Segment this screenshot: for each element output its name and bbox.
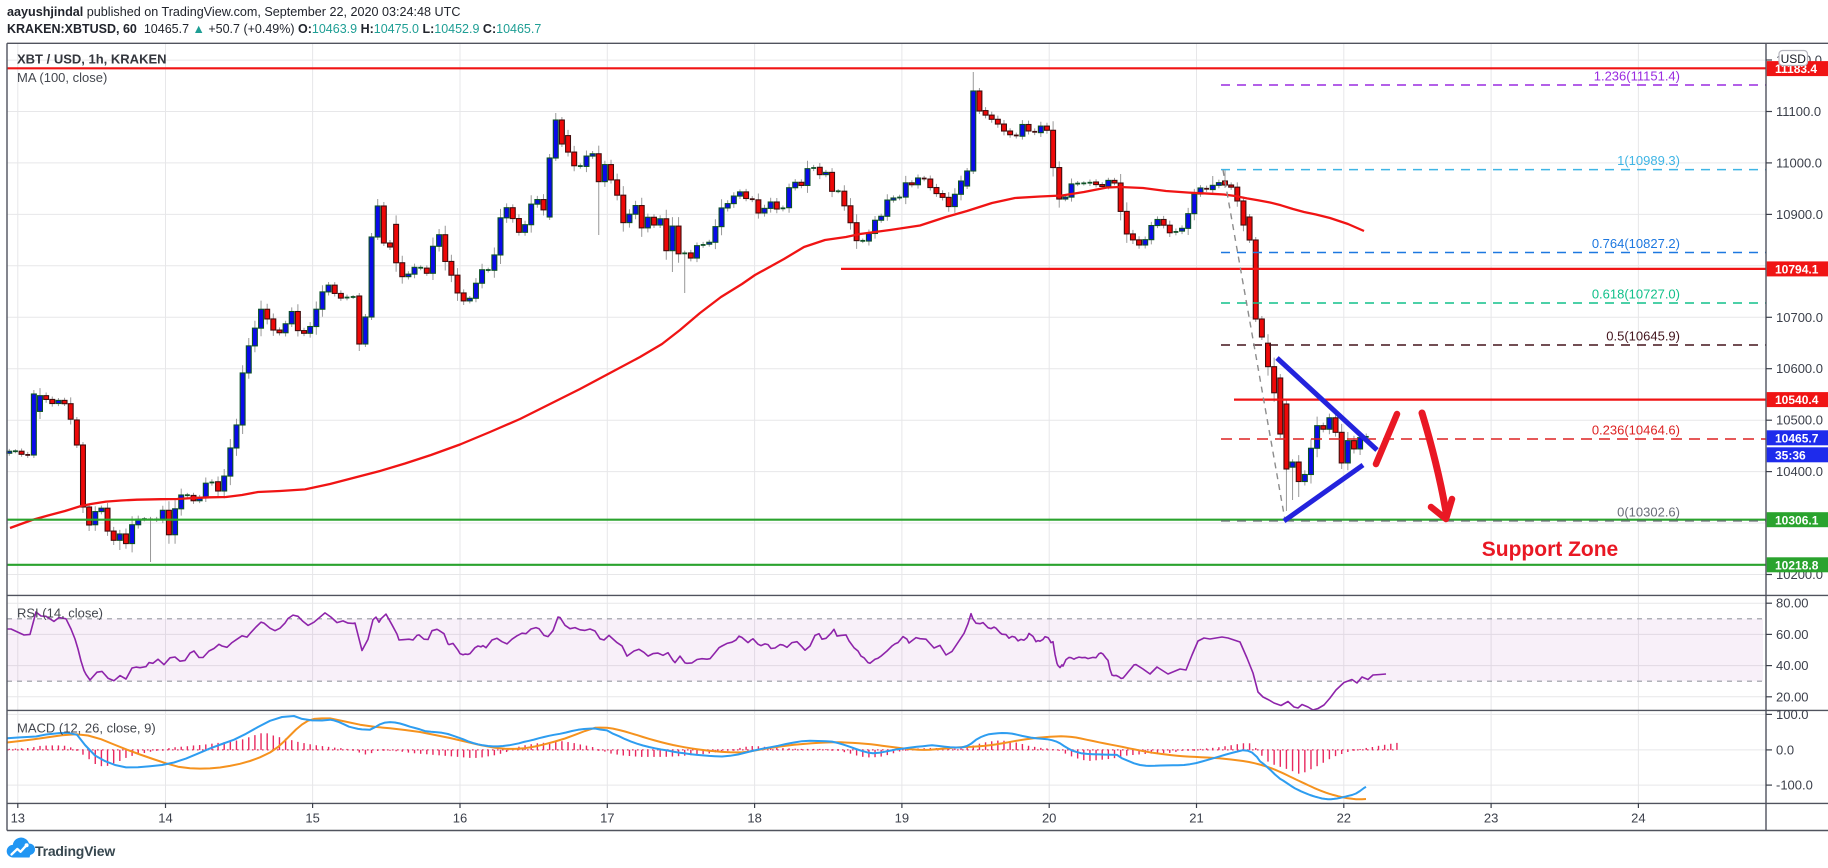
svg-text:10465.7: 10465.7 xyxy=(1775,431,1819,445)
svg-text:0(10302.6): 0(10302.6) xyxy=(1617,505,1680,520)
svg-text:11000.0: 11000.0 xyxy=(1776,155,1822,170)
svg-text:100.0: 100.0 xyxy=(1776,707,1809,722)
svg-text:MA (100, close): MA (100, close) xyxy=(17,70,107,85)
svg-text:23: 23 xyxy=(1484,811,1498,826)
svg-text:10900.0: 10900.0 xyxy=(1776,207,1823,222)
svg-text:20: 20 xyxy=(1042,811,1056,826)
svg-text:60.00: 60.00 xyxy=(1776,627,1809,642)
svg-text:13: 13 xyxy=(11,811,25,826)
svg-text:20.00: 20.00 xyxy=(1776,689,1809,704)
svg-text:10794.1: 10794.1 xyxy=(1775,263,1819,277)
svg-text:1.236(11151.4): 1.236(11151.4) xyxy=(1594,69,1680,84)
svg-text:22: 22 xyxy=(1337,811,1351,826)
svg-text:10700.0: 10700.0 xyxy=(1776,310,1823,325)
svg-text:XBT / USD, 1h, KRAKEN: XBT / USD, 1h, KRAKEN xyxy=(17,52,167,67)
svg-text:10540.4: 10540.4 xyxy=(1775,393,1819,407)
svg-text:0.764(10827.2): 0.764(10827.2) xyxy=(1592,236,1680,251)
svg-text:USD: USD xyxy=(1781,52,1807,66)
svg-text:18: 18 xyxy=(747,811,761,826)
svg-text:1(10989.3): 1(10989.3) xyxy=(1617,153,1680,168)
svg-text:10500.0: 10500.0 xyxy=(1776,413,1823,428)
svg-text:0.618(10727.0): 0.618(10727.0) xyxy=(1592,287,1680,302)
svg-text:0.236(10464.6): 0.236(10464.6) xyxy=(1592,423,1680,438)
svg-text:24: 24 xyxy=(1631,811,1645,826)
svg-text:16: 16 xyxy=(453,811,467,826)
svg-text:Support Zone: Support Zone xyxy=(1482,538,1618,561)
svg-text:19: 19 xyxy=(895,811,909,826)
svg-text:80.00: 80.00 xyxy=(1776,596,1809,611)
svg-text:40.00: 40.00 xyxy=(1776,658,1809,673)
svg-text:21: 21 xyxy=(1189,811,1203,826)
svg-text:17: 17 xyxy=(600,811,614,826)
svg-text:14: 14 xyxy=(158,811,172,826)
svg-text:10600.0: 10600.0 xyxy=(1776,361,1823,376)
svg-text:35:36: 35:36 xyxy=(1775,448,1806,462)
svg-text:10218.8: 10218.8 xyxy=(1775,558,1819,572)
svg-text:11100.0: 11100.0 xyxy=(1776,104,1821,119)
svg-text:MACD (12, 26, close, 9): MACD (12, 26, close, 9) xyxy=(17,721,156,736)
svg-text:-100.0: -100.0 xyxy=(1776,778,1813,793)
svg-text:TradingView: TradingView xyxy=(35,843,115,859)
svg-text:10400.0: 10400.0 xyxy=(1776,464,1823,479)
svg-text:RSI (14, close): RSI (14, close) xyxy=(17,606,103,621)
svg-text:0.5(10645.9): 0.5(10645.9) xyxy=(1606,329,1680,344)
svg-text:0.0: 0.0 xyxy=(1776,742,1794,757)
svg-text:10306.1: 10306.1 xyxy=(1775,513,1819,527)
svg-text:15: 15 xyxy=(305,811,319,826)
